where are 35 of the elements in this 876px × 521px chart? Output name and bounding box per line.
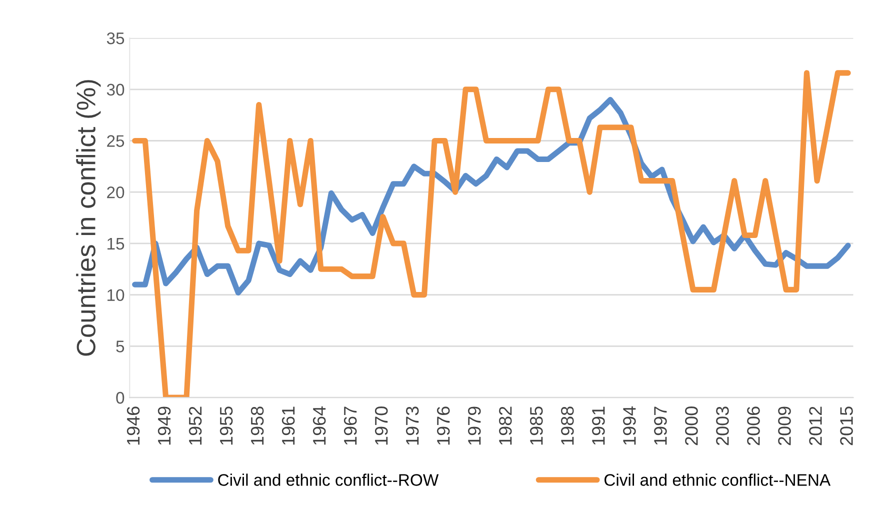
x-tick-label: 1961 — [282, 406, 295, 445]
x-tick-label: 1982 — [499, 406, 512, 445]
y-tick-label: 35 — [106, 32, 124, 44]
x-tick-label: 1985 — [530, 406, 543, 445]
x-tick-label: 1949 — [158, 406, 171, 445]
x-tick-label: 1970 — [374, 406, 388, 445]
x-tick-label: 1964 — [312, 406, 326, 445]
y-tick-label: 25 — [107, 135, 124, 147]
x-tick-label: 1973 — [406, 406, 419, 445]
y-tick-label: 5 — [116, 340, 124, 352]
x-tick-label: 1991 — [592, 406, 605, 445]
x-tick-label: 2003 — [716, 406, 729, 446]
x-tick-label: 1952 — [188, 406, 202, 445]
x-tick-label: 1979 — [468, 406, 481, 445]
y-tick-label: 10 — [108, 289, 124, 302]
x-tick-label: 1988 — [561, 406, 574, 445]
y-tick-label: 30 — [106, 84, 124, 96]
legend-label: Civil and ethnic conflict--NENA — [604, 474, 831, 486]
y-tick-label: 20 — [107, 186, 124, 198]
x-tick-label: 1967 — [344, 406, 357, 445]
legend-label: Civil and ethnic conflict--ROW — [218, 474, 439, 486]
x-tick-label: 1946 — [126, 406, 140, 445]
x-tick-label: 2009 — [778, 406, 791, 446]
x-tick-label: 1955 — [220, 406, 233, 445]
x-tick-label: 2015 — [840, 406, 853, 446]
x-tick-label: 1976 — [436, 406, 450, 445]
x-tick-label: 2006 — [747, 406, 760, 446]
x-tick-label: 2012 — [809, 406, 822, 446]
x-tick-label: 1958 — [250, 406, 264, 445]
x-tick-label: 2000 — [685, 406, 698, 446]
x-tick-label: 1997 — [654, 406, 667, 445]
y-axis-title: Countries in conflict (%) — [76, 80, 101, 356]
y-tick-label: 0 — [116, 392, 124, 404]
y-tick-label: 15 — [108, 238, 124, 250]
x-tick-label: 1994 — [623, 406, 636, 445]
